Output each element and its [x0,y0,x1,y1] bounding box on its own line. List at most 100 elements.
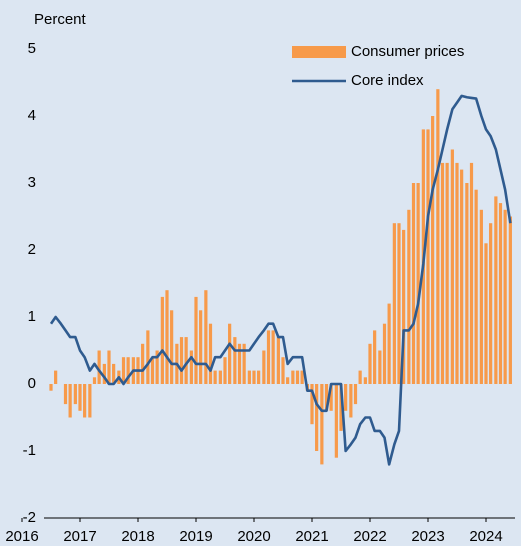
bar [262,350,266,384]
bar [126,357,130,384]
bar [378,350,382,384]
y-axis-label: Percent [34,11,87,28]
bar [276,337,280,384]
bar [334,384,338,458]
bar [295,370,300,384]
bar [54,370,58,384]
bar [281,357,285,384]
x-tick-label: 2018 [121,528,154,545]
bar [107,350,111,384]
bar [397,223,401,384]
bar [155,350,159,384]
x-tick-label: 2019 [179,528,212,545]
bar [247,370,251,384]
bar [373,330,377,384]
y-tick-label: 4 [28,107,36,124]
bar [97,350,101,384]
bar [242,343,246,384]
bar [194,296,198,384]
bar [353,384,358,405]
bar [252,370,256,384]
x-tick-label: 2016 [5,528,38,545]
bar [218,370,222,384]
bar [310,384,314,425]
y-tick-label: 3 [28,174,36,191]
y-tick-label: 2 [28,241,36,258]
y-tick-label: 0 [28,375,36,392]
y-tick-label: 1 [28,308,36,325]
legend-swatch [292,46,346,58]
bar [450,149,454,384]
bar [411,183,416,384]
bar [88,384,92,418]
bar [160,296,164,384]
bar [68,384,72,418]
bar [286,377,290,384]
legend-label: Consumer prices [351,43,464,60]
bar [358,370,362,384]
bar [469,162,474,384]
bar [484,243,488,384]
bar [440,162,445,384]
bar [479,209,483,384]
y-tick-label: -2 [23,509,36,526]
bar [460,169,464,384]
x-tick-label: 2017 [63,528,96,545]
bar [368,343,372,384]
bar [204,290,208,384]
bar [445,162,449,384]
bar [208,323,213,384]
bar [73,384,77,405]
bar [83,384,87,418]
bar [257,370,261,384]
bar [271,330,275,384]
bar [503,209,507,384]
bar [63,384,68,405]
bar [141,343,145,384]
bar [266,330,271,384]
bar [146,330,150,384]
bar [344,384,348,411]
bar [213,370,217,384]
bar [382,323,387,384]
bar [402,229,406,384]
bar [407,209,411,384]
x-tick-label: 2023 [411,528,444,545]
bar [291,370,295,384]
x-tick-label: 2022 [353,528,386,545]
bar [189,350,193,384]
bar [170,310,174,384]
bar [498,203,503,384]
y-tick-label: -1 [23,442,36,459]
bar [489,223,493,384]
bar [363,377,367,384]
bar [102,363,106,384]
bar [179,337,184,384]
bar [494,196,498,384]
bar [324,384,329,411]
bar [92,377,97,384]
bar [474,189,478,384]
bar [121,357,126,384]
bar [233,337,237,384]
bar [392,223,396,384]
legend-label: Core index [351,72,424,89]
bar [508,216,512,384]
bar [416,183,420,384]
x-tick-label: 2021 [295,528,328,545]
bar [426,129,430,384]
bar [78,384,82,411]
bar [349,384,353,418]
bar [49,384,53,391]
bar [387,303,391,384]
bar [436,89,440,384]
bar [228,323,232,384]
x-tick-label: 2020 [237,528,270,545]
bar [165,290,169,384]
bar [339,384,343,431]
bar [455,162,459,384]
bar [300,370,304,384]
bar [184,337,188,384]
bar [199,310,203,384]
